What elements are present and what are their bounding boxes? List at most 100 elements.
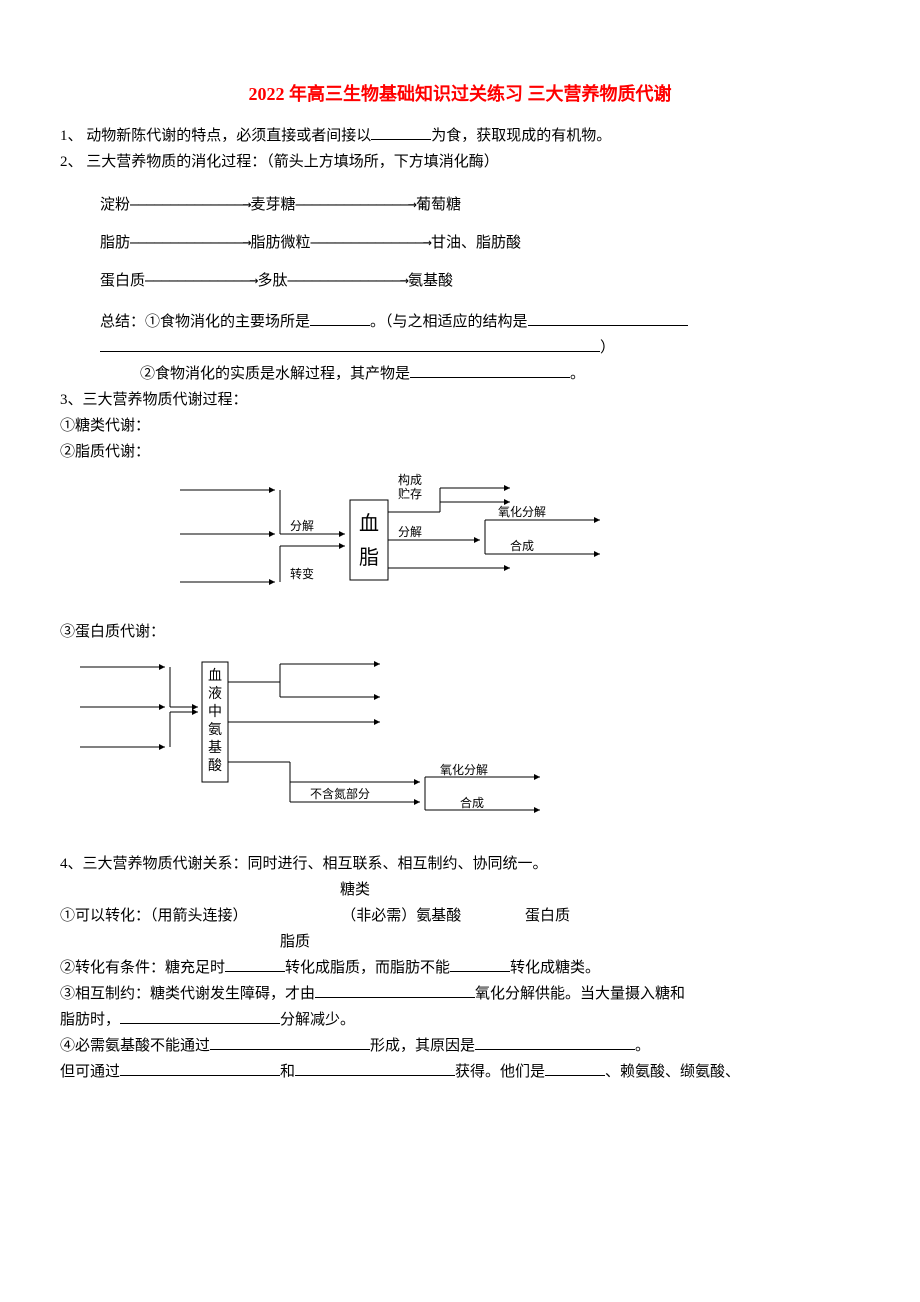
word-aa: （非必需）氨基酸: [341, 908, 461, 924]
summary1b: 。（与之相适应的结构是: [370, 314, 528, 330]
q4-5c: 获得。他们是: [455, 1064, 545, 1080]
label-non-nitrogen: 不含氮部分: [310, 786, 370, 801]
pbox2: 液: [208, 686, 222, 702]
blank: [475, 1034, 635, 1050]
maltose: 麦芽糖: [250, 195, 295, 213]
summary1a: 总结：①食物消化的主要场所是: [100, 314, 310, 330]
q4-4c: 。: [635, 1038, 650, 1054]
q3-lipid: ②脂质代谢：: [60, 440, 860, 464]
q4-3a: ③相互制约：糖类代谢发生障碍，才由: [60, 986, 315, 1002]
blank: [315, 982, 475, 998]
fat: 脂肪: [100, 233, 130, 251]
arrow: —————————————→: [145, 271, 257, 289]
blank: [120, 1008, 280, 1024]
label-oxidize: 氧化分解: [498, 505, 546, 519]
q3-sugar: ①糖类代谢：: [60, 414, 860, 438]
q4-3c: 脂肪时， 分解减少。: [60, 1008, 860, 1032]
blank: [210, 1034, 370, 1050]
q4-4b: 形成，其原因是: [370, 1038, 475, 1054]
q4-sugar-word: 糖类: [60, 878, 860, 902]
fat-particle: 脂肪微粒: [250, 233, 310, 251]
digest-row-fat: 脂肪——————————————→脂肪微粒——————————————→甘油、脂…: [100, 230, 860, 254]
digest-row-starch: 淀粉——————————————→麦芽糖——————————————→葡萄糖: [100, 192, 860, 216]
pbox5: 基: [208, 739, 222, 756]
blank: [295, 1060, 455, 1076]
arrow: ——————————————→: [130, 233, 250, 251]
label-synthesize2: 合成: [460, 795, 484, 810]
amino-acid: 氨基酸: [408, 271, 453, 289]
lipid-svg: 分解 转变 血 脂 构成 贮存 分解 氧化分解 合成: [180, 472, 660, 612]
summary1c: ）: [600, 340, 615, 356]
q4-1-label: ①可以转化：（用箭头连接）: [60, 908, 248, 924]
q4-5d: 、赖氨酸、缬氨酸、: [605, 1064, 740, 1080]
q4-4a: ④必需氨基酸不能通过: [60, 1038, 210, 1054]
q4-2: ②转化有条件：糖充足时 转化成脂质，而脂肪不能 转化成糖类。: [60, 956, 860, 980]
q4-5a: 但可通过: [60, 1064, 120, 1080]
q4-2b: 转化成脂质，而脂肪不能: [285, 960, 450, 976]
digestion-diagram: 淀粉——————————————→麦芽糖——————————————→葡萄糖 脂…: [100, 192, 860, 292]
protein-svg: 血 液 中 氨 基 酸 不含氮部分 氧化分解 合成: [80, 652, 600, 822]
q1-text-a: 1、 动物新陈代谢的特点，必须直接或者间接以: [60, 128, 371, 144]
q1-text-b: 为食，获取现成的有机物。: [431, 128, 611, 144]
word-lipid: 脂质: [280, 934, 310, 950]
summary-1-cont: ）: [60, 336, 860, 360]
blank: [100, 336, 600, 352]
word-protein: 蛋白质: [525, 908, 570, 924]
question-1: 1、 动物新陈代谢的特点，必须直接或者间接以 为食，获取现成的有机物。: [60, 124, 860, 148]
q4-3c-text: 脂肪时，: [60, 1012, 120, 1028]
glucose: 葡萄糖: [416, 195, 461, 213]
blank: [120, 1060, 280, 1076]
summary2a: ②食物消化的实质是水解过程，其产物是: [140, 366, 410, 382]
summary-2: ②食物消化的实质是水解过程，其产物是 。: [60, 362, 860, 386]
question-4: 4、三大营养物质代谢关系：同时进行、相互联系、相互制约、协同统一。: [60, 852, 860, 876]
q4-4: ④必需氨基酸不能通过 形成，其原因是 。: [60, 1034, 860, 1058]
q4-3b: 氧化分解供能。当大量摄入糖和: [475, 986, 685, 1002]
q4-5b: 和: [280, 1064, 295, 1080]
pbox1: 血: [208, 668, 222, 684]
label-constitute: 构成: [398, 472, 422, 487]
summary-1: 总结：①食物消化的主要场所是 。（与之相适应的结构是: [60, 310, 860, 334]
arrow: ——————————————→: [296, 195, 416, 213]
box-char2: 脂: [359, 546, 379, 569]
lipid-diagram: 分解 转变 血 脂 构成 贮存 分解 氧化分解 合成: [180, 472, 860, 612]
glycerol-fa: 甘油、脂肪酸: [431, 233, 521, 251]
q4-2c: 转化成糖类。: [510, 960, 600, 976]
word-sugar: 糖类: [340, 882, 370, 898]
q4-3d: 分解减少。: [280, 1012, 355, 1028]
arrow: ——————————————→: [311, 233, 431, 251]
label-oxidize2: 氧化分解: [440, 763, 488, 777]
polypeptide: 多肽: [257, 271, 287, 289]
label-synthesize: 合成: [510, 538, 534, 553]
blank: [450, 956, 510, 972]
protein-diagram: 血 液 中 氨 基 酸 不含氮部分 氧化分解 合成: [80, 652, 860, 822]
blank: [410, 362, 570, 378]
blank: [371, 124, 431, 140]
arrow: ——————————————→: [287, 271, 407, 289]
box-char1: 血: [359, 512, 379, 535]
question-3: 3、三大营养物质代谢过程：: [60, 388, 860, 412]
protein: 蛋白质: [100, 271, 145, 289]
blank: [528, 310, 688, 326]
label-transform: 转变: [290, 566, 314, 581]
page-title: 2022 年高三生物基础知识过关练习 三大营养物质代谢: [60, 80, 860, 109]
blank: [545, 1060, 605, 1076]
label-store: 贮存: [398, 486, 422, 501]
summary2b: 。: [570, 366, 585, 382]
pbox6: 酸: [208, 758, 222, 774]
pbox3: 中: [208, 704, 222, 720]
digest-row-protein: 蛋白质—————————————→多肽——————————————→氨基酸: [100, 268, 860, 292]
q4-5: 但可通过 和 获得。他们是 、赖氨酸、缬氨酸、: [60, 1060, 860, 1084]
q3-protein: ③蛋白质代谢：: [60, 620, 860, 644]
blank: [225, 956, 285, 972]
q4-2a: ②转化有条件：糖充足时: [60, 960, 225, 976]
arrow: ——————————————→: [130, 195, 250, 213]
label-decompose: 分解: [290, 519, 314, 533]
pbox4: 氨: [208, 722, 222, 738]
question-4-block: 4、三大营养物质代谢关系：同时进行、相互联系、相互制约、协同统一。 糖类 ①可以…: [60, 852, 860, 1084]
q4-lipid-word: 脂质: [60, 930, 860, 954]
q4-convert-line: ①可以转化：（用箭头连接） （非必需）氨基酸 蛋白质: [60, 904, 860, 928]
starch: 淀粉: [100, 195, 130, 213]
question-2: 2、 三大营养物质的消化过程：（箭头上方填场所，下方填消化酶）: [60, 150, 860, 174]
blank: [310, 310, 370, 326]
q4-3: ③相互制约：糖类代谢发生障碍，才由 氧化分解供能。当大量摄入糖和: [60, 982, 860, 1006]
